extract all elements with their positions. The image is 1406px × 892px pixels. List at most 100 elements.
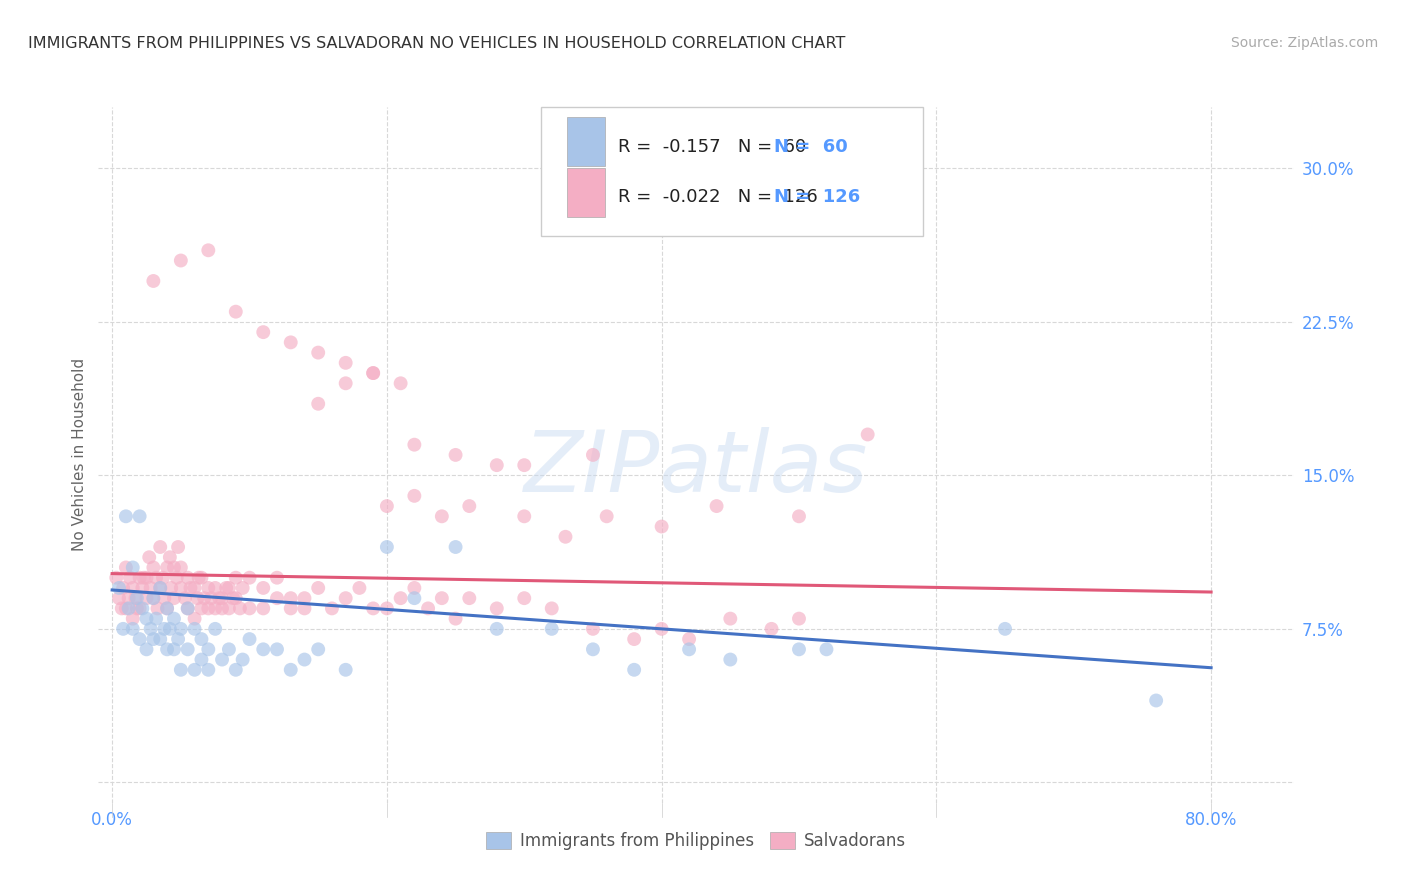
Point: [444, 540, 467, 554]
Point: [193, 591, 215, 606]
Point: [215, 581, 238, 595]
Point: [361, 601, 384, 615]
Point: [105, 571, 128, 585]
Point: [163, 591, 186, 606]
Point: [156, 601, 179, 615]
Point: [117, 591, 139, 606]
Point: [208, 591, 231, 606]
Point: [761, 622, 783, 636]
Point: [139, 622, 162, 636]
Point: [149, 581, 172, 595]
Point: [238, 571, 260, 585]
Point: [430, 591, 453, 606]
Point: [718, 612, 741, 626]
Point: [167, 540, 190, 554]
Point: [787, 509, 810, 524]
Text: R =  -0.157   N =  60: R = -0.157 N = 60: [619, 138, 807, 156]
Point: [135, 612, 157, 626]
Point: [177, 601, 200, 615]
Point: [458, 591, 481, 606]
Point: [225, 591, 247, 606]
Point: [177, 571, 200, 585]
Point: [135, 571, 157, 585]
Point: [135, 642, 157, 657]
Point: [118, 571, 141, 585]
Point: [266, 642, 288, 657]
Legend: Immigrants from Philippines, Salvadorans: Immigrants from Philippines, Salvadorans: [479, 826, 912, 857]
Point: [554, 530, 576, 544]
Point: [139, 581, 162, 595]
Point: [156, 601, 179, 615]
Point: [718, 652, 741, 666]
Point: [197, 601, 219, 615]
Point: [252, 581, 274, 595]
Point: [404, 581, 426, 595]
Point: [513, 458, 536, 472]
Point: [108, 581, 131, 595]
Point: [232, 581, 254, 595]
Point: [142, 591, 165, 606]
Point: [190, 632, 212, 646]
Point: [156, 560, 179, 574]
FancyBboxPatch shape: [567, 118, 605, 166]
Point: [294, 591, 316, 606]
Point: [128, 601, 150, 615]
Point: [651, 622, 673, 636]
FancyBboxPatch shape: [567, 169, 605, 217]
Point: [307, 397, 329, 411]
Point: [197, 244, 219, 258]
Point: [204, 622, 226, 636]
Point: [124, 591, 146, 606]
Point: [252, 325, 274, 339]
Point: [160, 581, 183, 595]
Point: [211, 601, 233, 615]
Point: [159, 622, 181, 636]
Point: [280, 335, 302, 350]
Point: [1144, 693, 1167, 707]
Point: [128, 632, 150, 646]
Point: [170, 622, 193, 636]
Point: [179, 581, 201, 595]
Point: [678, 642, 700, 657]
Point: [218, 601, 240, 615]
Text: ZIPatlas: ZIPatlas: [524, 427, 868, 510]
Point: [444, 612, 467, 626]
Point: [540, 622, 562, 636]
Point: [183, 663, 205, 677]
Text: Source: ZipAtlas.com: Source: ZipAtlas.com: [1230, 36, 1378, 50]
Point: [177, 601, 200, 615]
Point: [307, 642, 329, 657]
Point: [375, 540, 398, 554]
Point: [156, 642, 179, 657]
Point: [174, 591, 197, 606]
Point: [651, 519, 673, 533]
Point: [238, 632, 260, 646]
Text: IMMIGRANTS FROM PHILIPPINES VS SALVADORAN NO VEHICLES IN HOUSEHOLD CORRELATION C: IMMIGRANTS FROM PHILIPPINES VS SALVADORA…: [28, 36, 845, 51]
Point: [787, 612, 810, 626]
Point: [430, 509, 453, 524]
Point: [128, 571, 150, 585]
Point: [111, 601, 134, 615]
Point: [142, 632, 165, 646]
Point: [170, 581, 193, 595]
Point: [121, 581, 143, 595]
Point: [595, 509, 617, 524]
Point: [121, 612, 143, 626]
Point: [142, 560, 165, 574]
Point: [389, 376, 412, 391]
Point: [232, 652, 254, 666]
Point: [142, 274, 165, 288]
Point: [149, 581, 172, 595]
Point: [307, 581, 329, 595]
Point: [149, 540, 172, 554]
Point: [211, 591, 233, 606]
Point: [280, 663, 302, 677]
Point: [582, 448, 605, 462]
Point: [163, 642, 186, 657]
Point: [149, 632, 172, 646]
Point: [204, 581, 226, 595]
Point: [190, 601, 212, 615]
Point: [225, 304, 247, 318]
Point: [582, 622, 605, 636]
Point: [108, 591, 131, 606]
